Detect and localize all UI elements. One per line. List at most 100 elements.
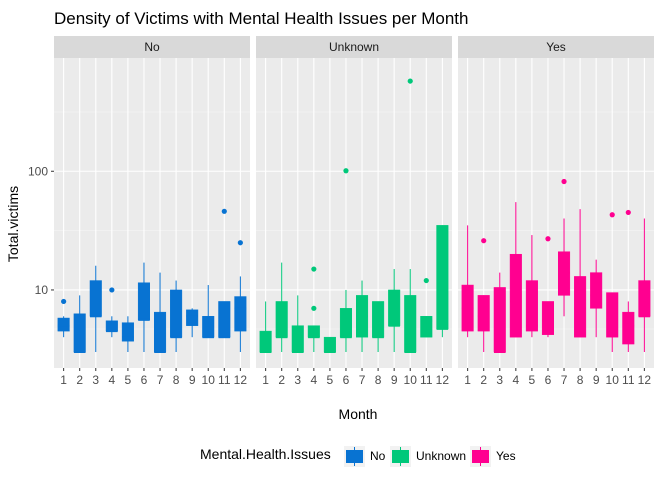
box-unknown-month-4 bbox=[307, 266, 320, 353]
x-tick-label: 4 bbox=[512, 373, 519, 387]
y-tick-label: 10 bbox=[35, 283, 49, 297]
box bbox=[493, 287, 506, 353]
outlier-point bbox=[545, 236, 551, 242]
legend-key-box bbox=[392, 450, 409, 463]
box bbox=[153, 311, 167, 353]
x-tick-label: 12 bbox=[234, 373, 248, 387]
box-unknown-month-1 bbox=[259, 301, 272, 354]
box-yes-month-3 bbox=[493, 272, 506, 354]
box bbox=[541, 301, 555, 335]
box bbox=[89, 280, 102, 317]
x-tick-label: 5 bbox=[529, 373, 536, 387]
box-unknown-month-12 bbox=[436, 225, 449, 338]
box-no-month-11 bbox=[218, 208, 231, 339]
outlier-point bbox=[221, 208, 227, 214]
x-tick-label: 3 bbox=[294, 373, 301, 387]
outlier-point bbox=[61, 298, 67, 305]
box-yes-month-5 bbox=[525, 235, 538, 338]
x-tick-label: 1 bbox=[262, 373, 269, 387]
box bbox=[339, 308, 353, 338]
box-unknown-month-2 bbox=[275, 262, 288, 353]
box-unknown-month-10 bbox=[404, 78, 417, 354]
box-no-month-9 bbox=[186, 308, 199, 338]
box bbox=[259, 330, 272, 353]
outlier-point bbox=[407, 78, 413, 84]
x-tick-label: 4 bbox=[108, 373, 115, 387]
x-tick-label: 11 bbox=[218, 373, 231, 387]
x-tick-label: 4 bbox=[310, 373, 317, 387]
box bbox=[186, 309, 199, 326]
box-no-month-2 bbox=[73, 295, 86, 354]
box bbox=[57, 317, 70, 332]
box bbox=[574, 276, 587, 338]
box-yes-month-12 bbox=[638, 218, 651, 353]
x-tick-label: 7 bbox=[157, 373, 164, 387]
facet-strip bbox=[256, 36, 452, 58]
x-tick-label: 2 bbox=[480, 373, 487, 387]
box bbox=[477, 295, 490, 332]
legend-title: Mental.Health.Issues bbox=[200, 446, 331, 462]
x-tick-label: 10 bbox=[404, 373, 418, 387]
box-yes-month-10 bbox=[606, 212, 619, 353]
chart-title: Density of Victims with Mental Health Is… bbox=[54, 9, 468, 28]
box bbox=[509, 253, 522, 338]
outlier-point bbox=[237, 240, 243, 246]
x-tick-label: 1 bbox=[60, 373, 67, 387]
box-unknown-month-11 bbox=[420, 277, 433, 338]
box-unknown-month-7 bbox=[355, 280, 369, 353]
box bbox=[137, 282, 151, 321]
facet-strip-label: No bbox=[144, 40, 160, 54]
x-tick-label: 2 bbox=[278, 373, 285, 387]
panel-background bbox=[458, 58, 654, 368]
box-unknown-month-6 bbox=[339, 168, 353, 353]
legend-label: Yes bbox=[496, 449, 516, 463]
x-tick-label: 6 bbox=[545, 373, 552, 387]
box-no-month-10 bbox=[202, 285, 215, 339]
box bbox=[170, 289, 183, 338]
box bbox=[420, 316, 433, 338]
box-yes-month-8 bbox=[574, 209, 587, 338]
x-tick-label: 9 bbox=[593, 373, 600, 387]
box bbox=[590, 272, 603, 309]
box-unknown-month-5 bbox=[323, 336, 336, 354]
x-tick-label: 7 bbox=[359, 373, 366, 387]
box bbox=[525, 280, 538, 332]
x-tick-label: 8 bbox=[173, 373, 180, 387]
box-yes-month-1 bbox=[461, 225, 474, 338]
x-tick-label: 8 bbox=[577, 373, 584, 387]
outlier-point bbox=[481, 238, 487, 244]
box bbox=[388, 289, 401, 326]
box bbox=[291, 325, 304, 353]
box bbox=[121, 322, 134, 342]
box-unknown-month-8 bbox=[372, 301, 385, 353]
box bbox=[202, 316, 215, 338]
box bbox=[73, 313, 86, 353]
x-tick-label: 9 bbox=[391, 373, 398, 387]
box-yes-month-6 bbox=[541, 236, 555, 338]
x-tick-label: 7 bbox=[561, 373, 568, 387]
box-yes-month-7 bbox=[557, 178, 571, 317]
box-no-month-3 bbox=[89, 265, 102, 353]
x-tick-label: 3 bbox=[92, 373, 99, 387]
x-tick-label: 12 bbox=[638, 373, 652, 387]
outlier-point bbox=[311, 266, 317, 272]
legend-key-box bbox=[472, 450, 489, 463]
box-no-month-12 bbox=[234, 240, 247, 353]
box-yes-month-4 bbox=[509, 202, 522, 338]
x-tick-label: 12 bbox=[436, 373, 450, 387]
x-tick-label: 1 bbox=[464, 373, 471, 387]
panel-background bbox=[256, 58, 452, 368]
outlier-point bbox=[609, 212, 615, 218]
box bbox=[323, 336, 336, 353]
box-unknown-month-9 bbox=[388, 269, 401, 353]
facet-panel: No1 2 3 4 5 6 7 8 9 10 11 12 bbox=[54, 36, 250, 387]
y-axis-title: Total.victims bbox=[5, 186, 21, 262]
legend-entry-no: No bbox=[344, 446, 386, 467]
y-tick-label: 100 bbox=[28, 164, 48, 178]
box bbox=[404, 295, 417, 353]
legend-entry-unknown: Unknown bbox=[390, 446, 466, 467]
x-tick-label: 5 bbox=[327, 373, 334, 387]
box-yes-month-9 bbox=[590, 259, 603, 338]
